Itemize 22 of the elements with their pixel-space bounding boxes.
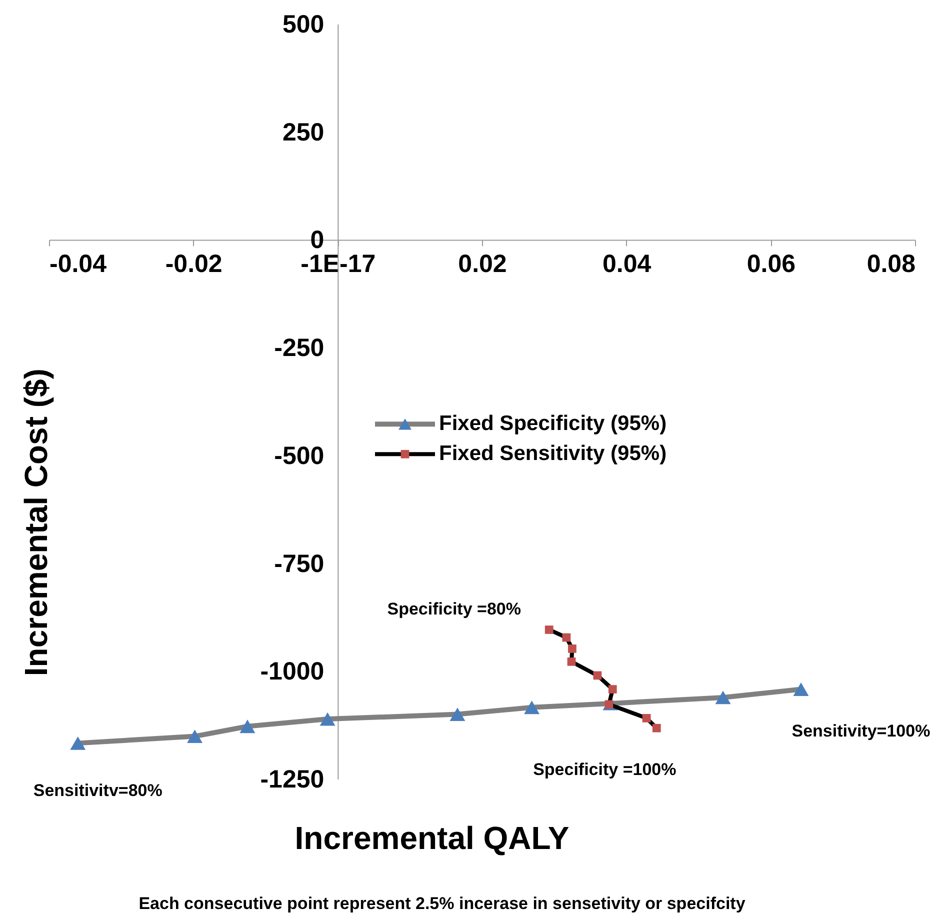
- y-tick-label: 250: [282, 118, 324, 146]
- legend-label: Fixed Specificity (95%): [439, 412, 667, 436]
- x-tick-label: -0.02: [165, 250, 222, 278]
- x-axis-title: Incremental QALY: [294, 820, 570, 856]
- y-tick-label: -250: [274, 334, 324, 362]
- y-tick-label: -1000: [260, 658, 324, 686]
- y-tick-label: -500: [274, 442, 324, 470]
- x-tick-label: 0.08: [866, 250, 916, 278]
- annotation: Sensitivity=100%: [792, 721, 930, 740]
- annotation: Specificity =100%: [533, 760, 676, 780]
- x-tick-label: 0.02: [458, 250, 507, 278]
- y-tick-label: -750: [274, 550, 324, 578]
- x-tick-label: 0.06: [746, 250, 796, 278]
- annotation: Sensitivitv=80%: [33, 781, 162, 800]
- text: Each consecutive point represent 2.5% incerase in sensetivity or specifcity: [138, 894, 746, 913]
- y-tick-label: -1250: [260, 766, 324, 794]
- y-axis-title: Incremental Cost ($): [18, 368, 54, 676]
- x-tick-label: 0.04: [602, 250, 652, 278]
- annotation: Specificity =80%: [387, 600, 521, 619]
- y-tick-label: 500: [282, 10, 324, 38]
- x-tick-label: -0.04: [50, 250, 107, 278]
- legend-label: Fixed Sensitivity (95%): [439, 442, 667, 466]
